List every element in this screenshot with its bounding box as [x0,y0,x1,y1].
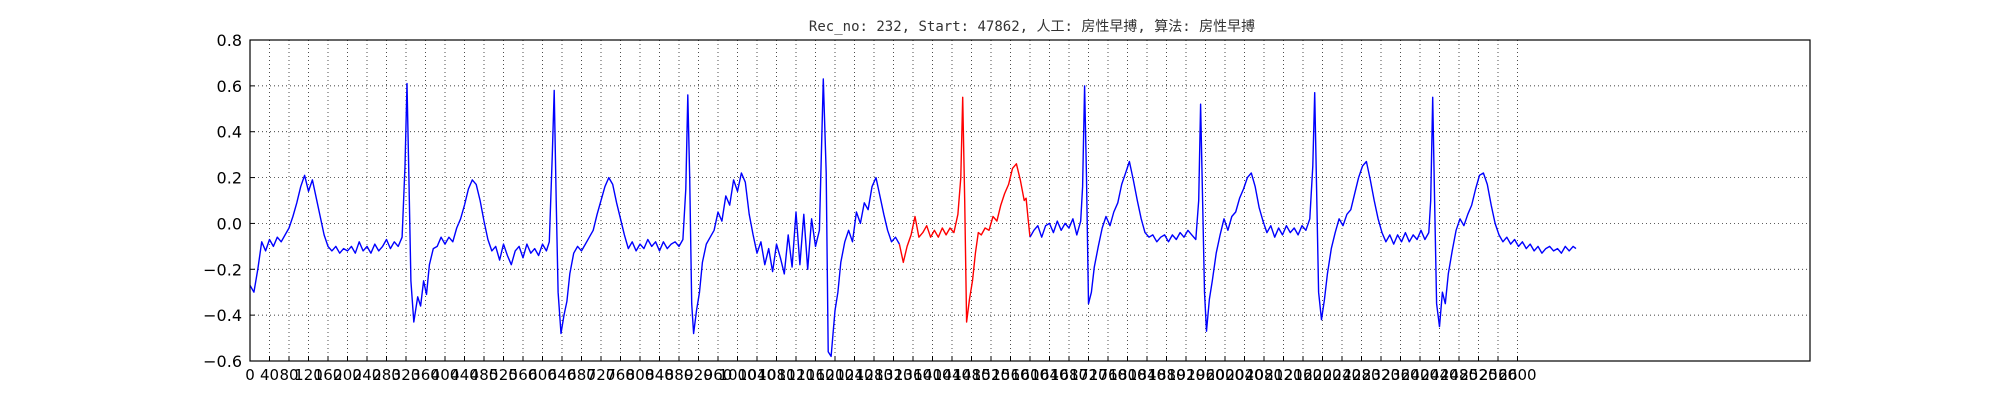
x-tick-label: 560 [509,366,538,384]
x-tick-label: 360 [411,366,440,384]
x-tick-label: 1760 [1089,366,1127,384]
x-tick-label: 320 [392,366,421,384]
x-tick-label: 2040 [1225,366,1263,384]
y-tick-label: −0.4 [203,306,242,325]
x-tick-label: 2360 [1381,366,1419,384]
ecg-signal-line [249,78,901,358]
x-tick-label: 2080 [1245,366,1283,384]
x-tick-label: 1640 [1030,366,1068,384]
x-tick-label: 400 [431,366,460,384]
x-tick-label: 920 [684,366,713,384]
x-tick-label: 1360 [894,366,932,384]
x-tick-label: 640 [548,366,577,384]
x-tick-label: 1520 [972,366,1010,384]
x-tick-label: 2480 [1440,366,1478,384]
x-tick-label: 1560 [991,366,1029,384]
x-tick-label: 2440 [1420,366,1458,384]
x-tick-label: 1400 [913,366,951,384]
x-tick-label: 1320 [874,366,912,384]
x-tick-label: 2240 [1323,366,1361,384]
x-tick-label: 760 [606,366,635,384]
x-axis-ticks: 0 40 8012016020024028032036040044048052056… [245,356,1537,384]
x-tick-label: 800 [626,366,655,384]
x-tick-label: 2160 [1284,366,1322,384]
x-tick-label: 2120 [1264,366,1302,384]
x-tick-label: 2320 [1362,366,1400,384]
x-tick-label: 2400 [1401,366,1439,384]
x-tick-label: 2520 [1459,366,1497,384]
x-tick-label: 2200 [1303,366,1341,384]
y-tick-label: −0.6 [203,352,242,371]
x-tick-label: 2600 [1498,366,1536,384]
y-tick-label: −0.2 [203,260,242,279]
x-tick-label: 1680 [1050,366,1088,384]
x-tick-label: 1120 [777,366,815,384]
x-tick-label: 1440 [933,366,971,384]
y-tick-label: 0.2 [217,169,242,188]
x-tick-label: 680 [567,366,596,384]
y-tick-label: 0.0 [217,214,242,233]
x-tick-label: 1920 [1167,366,1205,384]
x-tick-label: 1280 [855,366,893,384]
x-tick-label: 1040 [738,366,776,384]
x-tick-label: 120 [294,366,323,384]
x-tick-label: 1160 [796,366,834,384]
x-tick-label: 40 [260,366,279,384]
x-tick-label: 160 [314,366,343,384]
x-tick-label: 1480 [952,366,990,384]
x-tick-label: 240 [353,366,382,384]
y-axis-ticks: −0.6 −0.4 −0.2 0.0 0.2 0.4 0.6 0.8 [203,31,255,371]
x-tick-label: 2560 [1479,366,1517,384]
x-tick-label: 440 [450,366,479,384]
x-tick-label: 1080 [757,366,795,384]
y-tick-label: 0.8 [217,31,242,50]
ecg-signal-line [1029,85,1577,332]
x-tick-label: 0 [245,366,255,384]
x-tick-label: 1800 [1108,366,1146,384]
x-tick-label: 80 [279,366,298,384]
x-tick-label: 1720 [1069,366,1107,384]
y-tick-label: 0.4 [217,123,242,142]
x-tick-label: 1840 [1128,366,1166,384]
x-tick-label: 720 [587,366,616,384]
x-tick-label: 200 [333,366,362,384]
x-tick-label: 480 [470,366,499,384]
grid-lines [250,40,1810,361]
x-tick-label: 880 [665,366,694,384]
x-tick-label: 520 [489,366,518,384]
x-tick-label: 1600 [1011,366,1049,384]
y-tick-label: 0.6 [217,77,242,96]
x-tick-label: 1880 [1147,366,1185,384]
series-lines [249,78,1577,358]
x-tick-label: 960 [704,366,733,384]
highlighted-beat-line [898,96,1031,323]
chart-title: Rec_no: 232, Start: 47862, 人工: 房性早搏, 算法:… [809,18,1255,35]
x-tick-label: 1000 [718,366,756,384]
x-tick-label: 2280 [1342,366,1380,384]
x-tick-label: 840 [645,366,674,384]
x-tick-label: 1960 [1186,366,1224,384]
x-tick-label: 1200 [816,366,854,384]
x-tick-label: 280 [372,366,401,384]
x-tick-label: 1240 [835,366,873,384]
x-tick-label: 600 [528,366,557,384]
x-tick-label: 2000 [1206,366,1244,384]
